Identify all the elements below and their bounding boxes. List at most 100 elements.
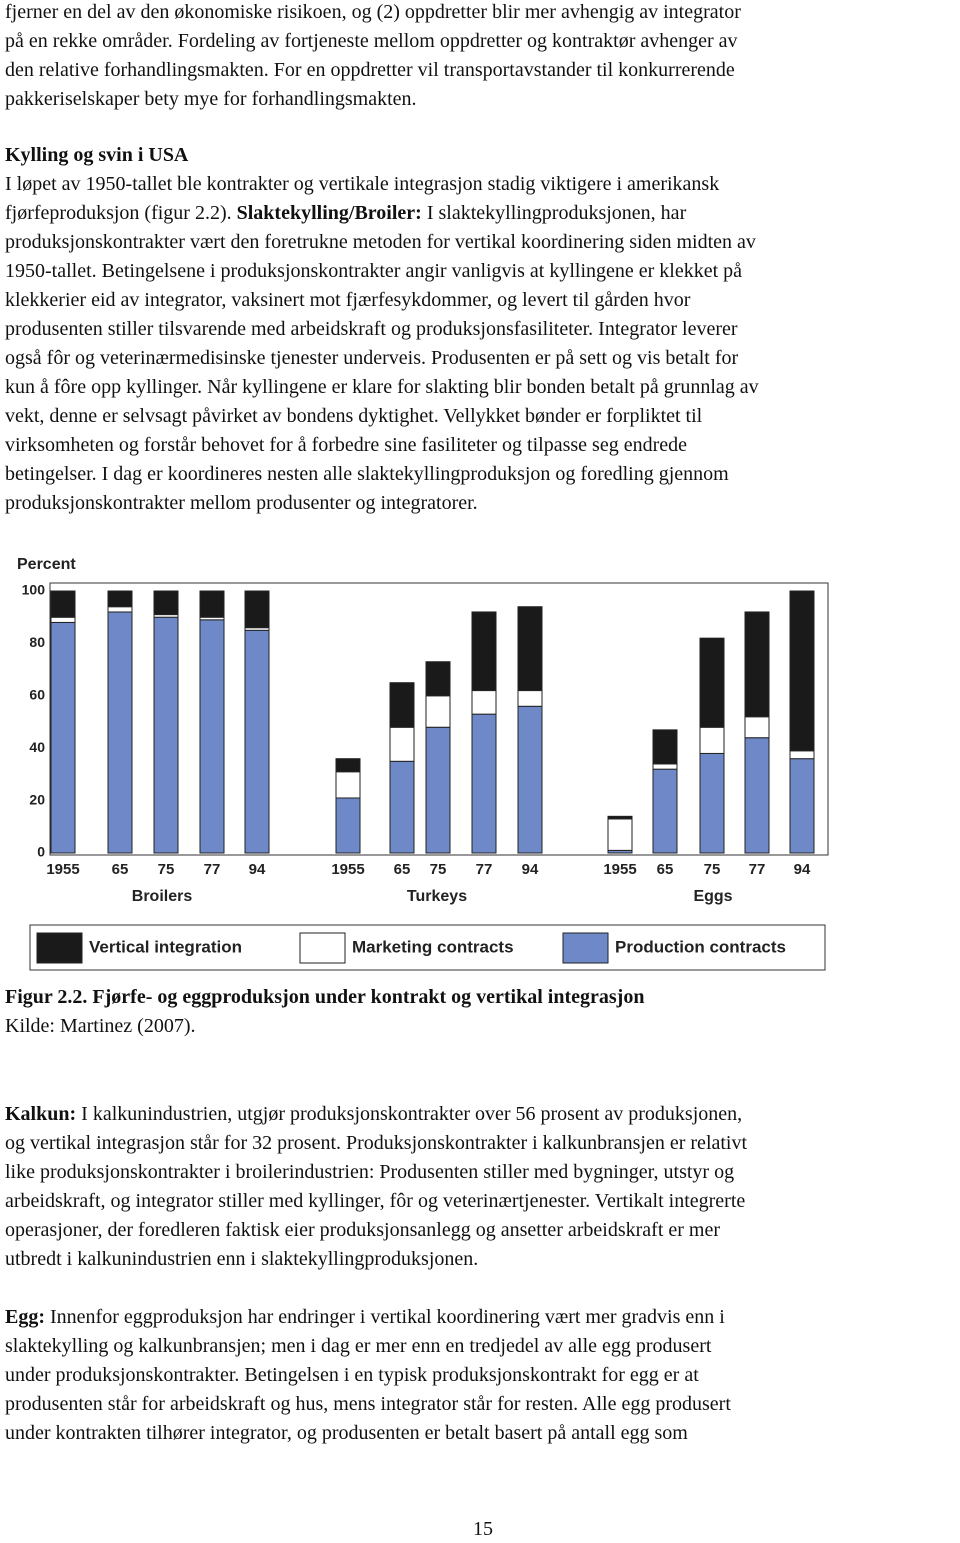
bar-segment <box>425 726 451 854</box>
y-tick-label: 100 <box>22 582 46 598</box>
bar-segment <box>107 611 133 854</box>
text-line: produksjonskontrakter mellom produsenter… <box>5 489 957 518</box>
x-tick-label: 77 <box>476 861 493 878</box>
y-tick-label: 20 <box>29 791 45 807</box>
paragraph: fjerner en del av den økonomiske risikoe… <box>5 0 957 114</box>
x-tick-label: 94 <box>249 861 266 878</box>
text-line: under kontrakten tilhører integrator, og… <box>5 1419 957 1448</box>
text: den relative forhandlingsmakten. For en … <box>5 59 735 81</box>
y-tick-label: 80 <box>29 634 45 650</box>
bar-segment <box>517 690 543 707</box>
text-line: Kalkun: I kalkunindustrien, utgjør produ… <box>5 1100 957 1129</box>
figure-caption: Figur 2.2. Fjørfe- og eggproduksjon unde… <box>5 983 957 1041</box>
legend-swatch <box>36 932 83 964</box>
text-line: produksjonskontrakter vært den foretrukn… <box>5 228 957 257</box>
bar-segment <box>153 590 179 616</box>
text: produksjonskontrakter mellom produsenter… <box>5 492 478 514</box>
x-tick-label: 1955 <box>46 861 79 878</box>
text-line: fjørfeproduksjon (figur 2.2). Slaktekyll… <box>5 199 957 228</box>
caption-title: Figur 2.2. Fjørfe- og eggproduksjon unde… <box>5 986 645 1008</box>
legend-label: Production contracts <box>615 937 786 956</box>
bar-segment <box>244 629 270 854</box>
y-axis-label: Percent <box>17 556 76 573</box>
text-line: utbredt i kalkunindustrien enn i slaktek… <box>5 1245 957 1274</box>
x-tick-label: 75 <box>158 861 175 878</box>
text: kun å fôre opp kyllinger. Når kyllingene… <box>5 376 759 398</box>
bar-segment <box>335 758 361 773</box>
text: klekkerier eid av integrator, vaksinert … <box>5 289 691 311</box>
legend-swatch <box>562 932 609 964</box>
paragraph: Egg: Innenfor eggproduksjon har endringe… <box>5 1303 957 1448</box>
text: under produksjonskontrakter. Betingelsen… <box>5 1364 699 1386</box>
text-line: på en rekke områder. Fordeling av fortje… <box>5 27 957 56</box>
text: I kalkunindustrien, utgjør produksjonsko… <box>81 1103 743 1125</box>
text: utbredt i kalkunindustrien enn i slaktek… <box>5 1248 479 1270</box>
text-line: slaktekylling og kalkunbransjen; men i d… <box>5 1332 957 1361</box>
text: betingelser. I dag er koordineres nesten… <box>5 463 729 485</box>
x-tick-label: 94 <box>794 861 811 878</box>
text-line: betingelser. I dag er koordineres nesten… <box>5 460 957 489</box>
lead: Egg: <box>5 1306 45 1328</box>
text: produsenten står for arbeidskraft og hus… <box>5 1393 731 1415</box>
bar-segment <box>699 637 725 728</box>
legend-swatch <box>299 932 346 964</box>
text: under kontrakten tilhører integrator, og… <box>5 1422 688 1444</box>
bar-segment <box>744 611 770 718</box>
text: arbeidskraft, og integrator stiller med … <box>5 1190 746 1212</box>
bar-segment <box>471 611 497 692</box>
bold-text: Slaktekylling/Broiler: <box>236 202 422 224</box>
bar-segment <box>789 750 815 760</box>
text-line: produsenten står for arbeidskraft og hus… <box>5 1390 957 1419</box>
bar-segment <box>517 606 543 692</box>
text-line: vekt, denne er selvsagt påvirket av bond… <box>5 402 957 431</box>
bar-segment <box>335 797 361 854</box>
bar-segment <box>652 763 678 770</box>
text: slaktekylling og kalkunbransjen; men i d… <box>5 1335 712 1357</box>
text-line: også fôr og veterinærmedisinske tjeneste… <box>5 344 957 373</box>
bar-segment <box>50 621 76 854</box>
bar-segment <box>199 619 225 854</box>
text: og vertikal integrasjon står for 32 pros… <box>5 1132 748 1154</box>
heading: Kylling og svin i USA <box>5 141 957 170</box>
bar-segment <box>107 590 133 608</box>
text-line: og vertikal integrasjon står for 32 pros… <box>5 1129 957 1158</box>
text-line: den relative forhandlingsmakten. For en … <box>5 56 957 85</box>
text-line: virksomheten og forstår behovet for å fo… <box>5 431 957 460</box>
text-line: 1950-tallet. Betingelsene i produksjonsk… <box>5 257 957 286</box>
x-tick-label: 1955 <box>331 861 364 878</box>
group-label: Broilers <box>132 888 193 905</box>
bar-segment <box>652 768 678 854</box>
plot-frame <box>49 582 829 856</box>
lead: Kalkun: <box>5 1103 77 1125</box>
text-line: operasjoner, der foredleren faktisk eier… <box>5 1216 957 1245</box>
text-line: I løpet av 1950-tallet ble kontrakter og… <box>5 170 957 199</box>
bar-segment <box>335 771 361 799</box>
bar-segment <box>699 752 725 854</box>
text: fjerner en del av den økonomiske risikoe… <box>5 1 741 23</box>
bar-segment <box>517 705 543 854</box>
bar-segment <box>789 758 815 854</box>
y-tick-label: 40 <box>29 739 45 755</box>
group-label: Eggs <box>693 888 732 905</box>
y-tick-label: 0 <box>37 844 45 860</box>
text-line: Egg: Innenfor eggproduksjon har endringe… <box>5 1303 957 1332</box>
bar-segment <box>471 690 497 715</box>
text: fjørfeproduksjon (figur 2.2). <box>5 202 232 224</box>
bar-segment <box>50 616 76 623</box>
bar-segment <box>425 661 451 697</box>
bar-segment <box>744 737 770 854</box>
text: på en rekke områder. Fordeling av fortje… <box>5 30 738 52</box>
x-tick-label: 75 <box>430 861 447 878</box>
bar-segment <box>789 590 815 752</box>
text: pakkeriselskaper bety mye for forhandlin… <box>5 88 417 110</box>
bar-segment <box>652 729 678 765</box>
legend-box <box>29 924 826 971</box>
x-tick-label: 75 <box>704 861 721 878</box>
text: operasjoner, der foredleren faktisk eier… <box>5 1219 721 1241</box>
text-line: klekkerier eid av integrator, vaksinert … <box>5 286 957 315</box>
text: virksomheten og forstår behovet for å fo… <box>5 434 687 456</box>
x-tick-label: 1955 <box>603 861 636 878</box>
x-tick-label: 65 <box>394 861 411 878</box>
bar-segment <box>389 682 415 728</box>
